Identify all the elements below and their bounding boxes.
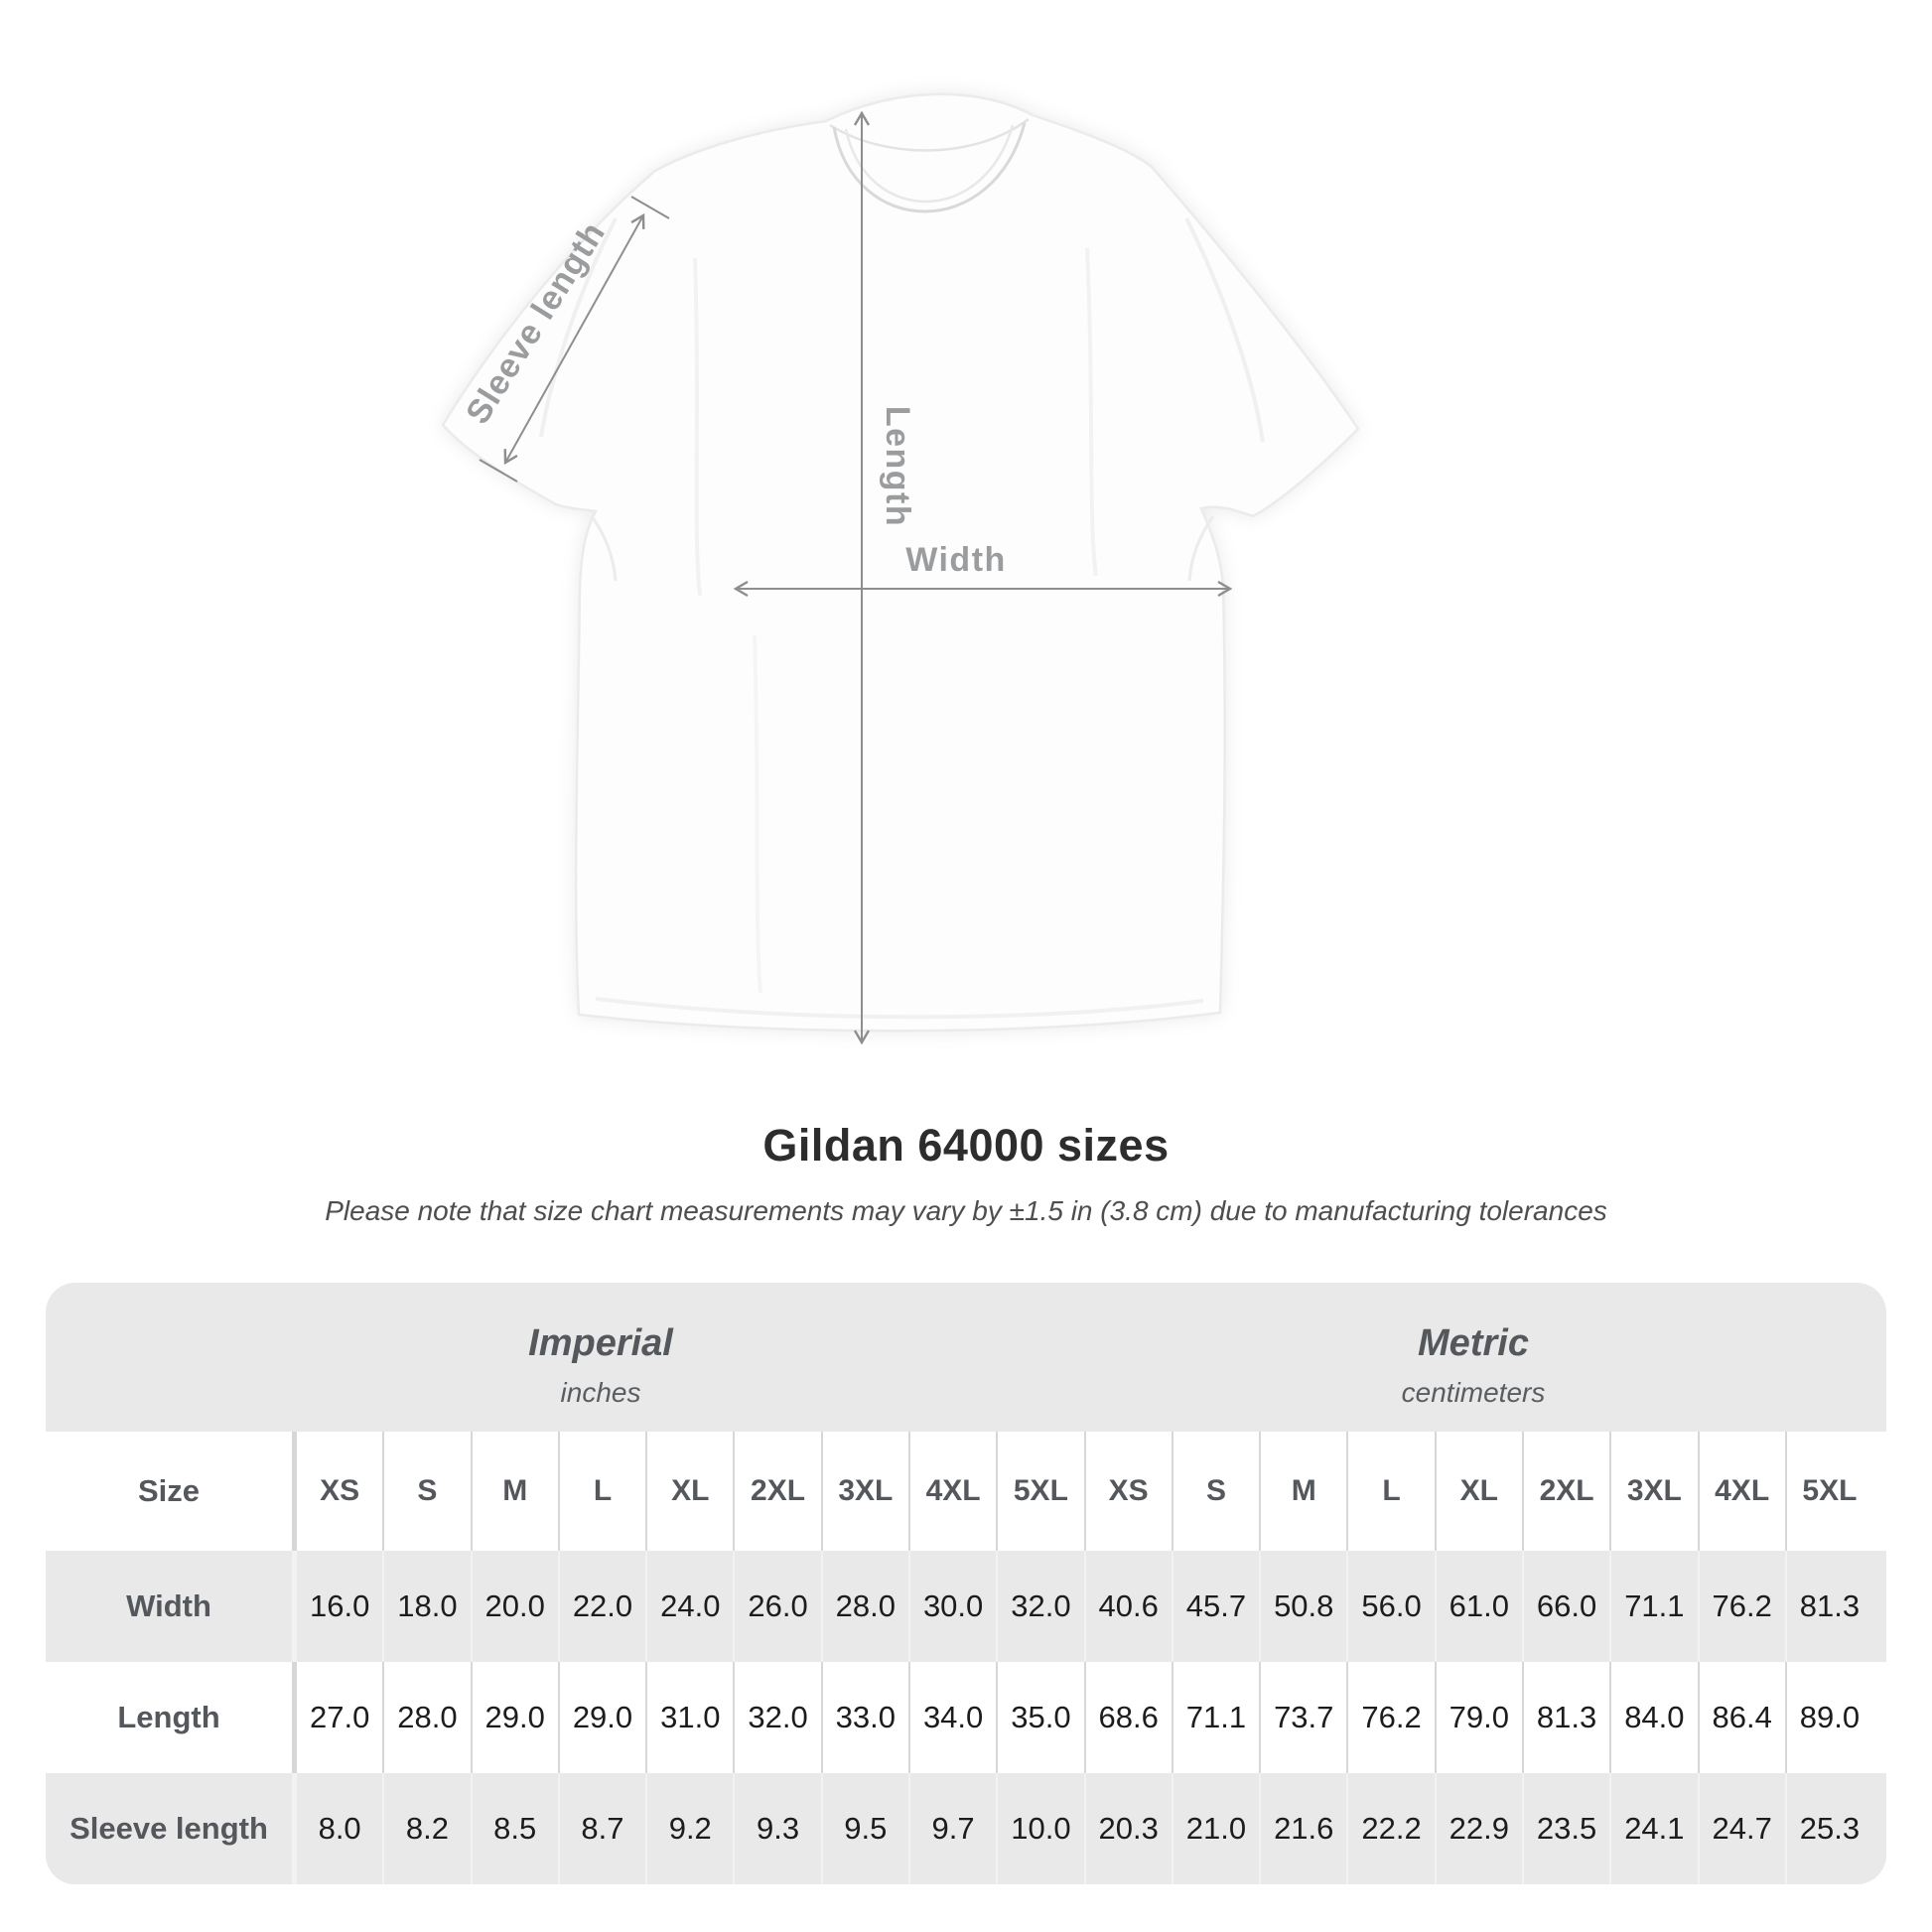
length-value-cell: 71.1: [1171, 1662, 1259, 1773]
length-value-cell: 27.0: [292, 1662, 382, 1773]
imperial-header: Imperial inches: [528, 1283, 673, 1409]
length-value-cell: 76.2: [1346, 1662, 1434, 1773]
width-value-cell: 76.2: [1697, 1551, 1785, 1662]
table-row-sleeve-length: Sleeve length 8.0 8.2 8.5 8.7 9.2 9.3 9.5 9.7 10…: [46, 1773, 1886, 1884]
size-header-cell: XL: [1434, 1432, 1522, 1551]
size-header-cell: L: [557, 1432, 645, 1551]
size-header-row: Size XS S M L XL 2XL 3XL 4XL 5XL XS S M L XL 2XL 3XL 4XL…: [46, 1432, 1886, 1551]
width-value-cell: 20.0: [470, 1551, 558, 1662]
length-value-cell: 84.0: [1609, 1662, 1697, 1773]
sleeve-length-value-cell: 8.5: [470, 1773, 558, 1884]
sleeve-length-value-cell: 8.7: [557, 1773, 645, 1884]
length-value-cell: 68.6: [1083, 1662, 1172, 1773]
metric-unit-label: centimeters: [1401, 1377, 1546, 1408]
sleeve-length-value-cell: 22.9: [1434, 1773, 1522, 1884]
size-header-cell: 4XL: [1697, 1432, 1785, 1551]
tolerance-note: Please note that size chart measurements…: [325, 1195, 1607, 1226]
length-value-cell: 31.0: [645, 1662, 733, 1773]
size-header-cell: XL: [645, 1432, 733, 1551]
sleeve-length-value-cell: 9.2: [645, 1773, 733, 1884]
length-value-cell: 32.0: [733, 1662, 820, 1773]
sleeve-length-value-cell: 8.2: [382, 1773, 470, 1884]
size-header-cell: 3XL: [820, 1432, 908, 1551]
length-value-cell: 33.0: [820, 1662, 908, 1773]
width-value-cell: 56.0: [1346, 1551, 1434, 1662]
sleeve-length-value-cell: 21.6: [1259, 1773, 1346, 1884]
length-value-cell: 89.0: [1784, 1662, 1872, 1773]
size-header-cell: S: [1171, 1432, 1259, 1551]
table-row-width: Width 16.0 18.0 20.0 22.0 24.0 26.0 28.0 30.0 32…: [46, 1551, 1886, 1662]
size-header-cell: M: [1259, 1432, 1346, 1551]
width-value-cell: 45.7: [1171, 1551, 1259, 1662]
size-header-cell: 4XL: [907, 1432, 996, 1551]
width-value-cell: 16.0: [292, 1551, 382, 1662]
width-value-cell: 81.3: [1784, 1551, 1872, 1662]
length-value-cell: 35.0: [996, 1662, 1083, 1773]
metric-header: Metric centimeters: [1402, 1283, 1546, 1409]
size-header-cell: M: [470, 1432, 558, 1551]
length-value-cell: 81.3: [1521, 1662, 1609, 1773]
size-table: Imperial inches Metric centimeters Size …: [46, 1283, 1886, 1884]
length-value-cell: 28.0: [382, 1662, 470, 1773]
imperial-unit-label: inches: [560, 1377, 641, 1408]
width-value-cell: 32.0: [996, 1551, 1083, 1662]
size-header-cell: XS: [292, 1432, 382, 1551]
row-label-sleeve-length: Sleeve length: [69, 1811, 268, 1846]
sleeve-length-value-cell: 21.0: [1171, 1773, 1259, 1884]
tshirt-diagram: Length Width Sleeve length: [441, 92, 1360, 1045]
width-value-cell: 30.0: [907, 1551, 996, 1662]
tshirt-image: [441, 92, 1360, 1033]
sleeve-length-arrow: [479, 196, 670, 483]
size-header-cell: 5XL: [996, 1432, 1083, 1551]
size-header-cell: XS: [1083, 1432, 1172, 1551]
size-header-cell: L: [1346, 1432, 1434, 1551]
width-value-cell: 61.0: [1434, 1551, 1522, 1662]
sleeve-length-value-cell: 22.2: [1346, 1773, 1434, 1884]
length-value-cell: 73.7: [1259, 1662, 1346, 1773]
size-column-header: Size: [137, 1473, 201, 1508]
width-value-cell: 24.0: [645, 1551, 733, 1662]
length-value-cell: 34.0: [907, 1662, 996, 1773]
row-label-width: Width: [126, 1588, 211, 1623]
width-value-cell: 22.0: [557, 1551, 645, 1662]
width-value-cell: 50.8: [1259, 1551, 1346, 1662]
length-value-cell: 29.0: [470, 1662, 558, 1773]
sleeve-length-value-cell: 25.3: [1784, 1773, 1872, 1884]
sleeve-length-value-cell: 24.1: [1609, 1773, 1697, 1884]
size-header-cell: 2XL: [733, 1432, 820, 1551]
sleeve-length-value-cell: 8.0: [292, 1773, 382, 1884]
width-value-cell: 71.1: [1609, 1551, 1697, 1662]
width-label: Width: [905, 541, 1007, 579]
length-value-cell: 86.4: [1697, 1662, 1785, 1773]
width-value-cell: 40.6: [1083, 1551, 1172, 1662]
sleeve-length-value-cell: 9.7: [907, 1773, 996, 1884]
sleeve-length-value-cell: 23.5: [1521, 1773, 1609, 1884]
sleeve-length-value-cell: 9.5: [820, 1773, 908, 1884]
width-value-cell: 28.0: [820, 1551, 908, 1662]
row-label-length: Length: [117, 1700, 220, 1734]
length-value-cell: 79.0: [1434, 1662, 1522, 1773]
size-header-cell: 2XL: [1521, 1432, 1609, 1551]
width-value-cell: 66.0: [1521, 1551, 1609, 1662]
page-title: Gildan 64000 sizes: [762, 1120, 1170, 1171]
width-value-cell: 18.0: [382, 1551, 470, 1662]
sleeve-length-value-cell: 24.7: [1697, 1773, 1785, 1884]
sleeve-length-value-cell: 9.3: [733, 1773, 820, 1884]
size-header-cell: 5XL: [1784, 1432, 1872, 1551]
unit-header-band: Imperial inches Metric centimeters: [46, 1283, 1886, 1432]
sleeve-length-value-cell: 10.0: [996, 1773, 1083, 1884]
size-header-cell: S: [382, 1432, 470, 1551]
sleeve-length-value-cell: 20.3: [1083, 1773, 1172, 1884]
length-label: Length: [879, 406, 916, 527]
width-value-cell: 26.0: [733, 1551, 820, 1662]
table-row-length: Length 27.0 28.0 29.0 29.0 31.0 32.0 33.0 34.0 3…: [46, 1662, 1886, 1773]
imperial-label: Imperial: [528, 1322, 673, 1364]
size-header-cell: 3XL: [1609, 1432, 1697, 1551]
metric-label: Metric: [1418, 1322, 1529, 1364]
length-value-cell: 29.0: [557, 1662, 645, 1773]
